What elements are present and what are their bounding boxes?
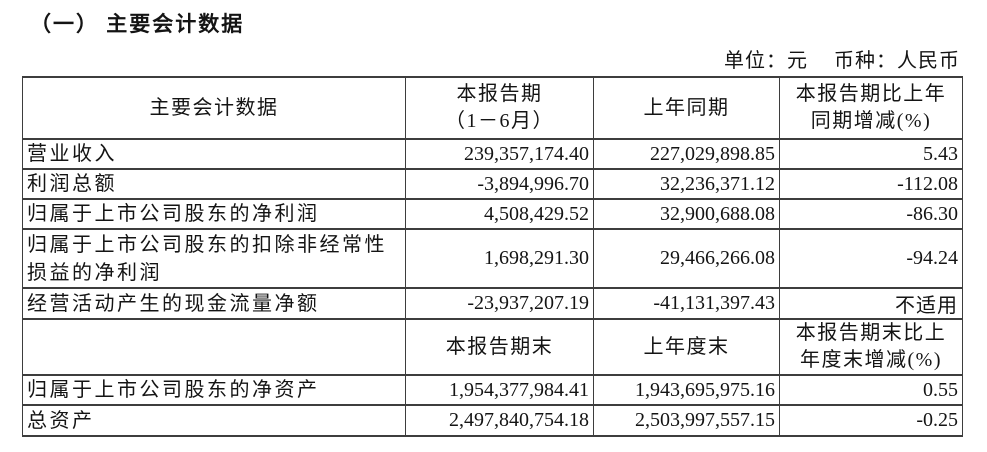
table-row-operating-cash-flow: 经营活动产生的现金流量净额 -23,937,207.19 -41,131,397… (22, 287, 963, 320)
table-row-net-profit-deducted: 归属于上市公司股东的扣除非经常性损益的净利润 1,698,291.30 29,4… (22, 228, 963, 289)
change-value-cell: 0.55 (779, 374, 963, 406)
header-period-change-cell: 本报告期比上年 同期增减(%) (779, 76, 963, 140)
unit-note: 单位：元 币种：人民币 (22, 44, 960, 73)
table-row-revenue: 营业收入 239,357,174.40 227,029,898.85 5.43 (22, 138, 963, 170)
change-value-cell: 5.43 (779, 138, 963, 170)
header-period-end-cell: 本报告期末 (405, 318, 594, 376)
table-row-total-assets: 总资产 2,497,840,754.18 2,503,997,557.15 -0… (22, 404, 963, 437)
section-title: （一） 主要会计数据 (30, 12, 245, 36)
table-row-net-assets: 归属于上市公司股东的净资产 1,954,377,984.41 1,943,695… (22, 374, 963, 406)
change-value-cell: -86.30 (779, 198, 963, 230)
metric-label-cell: 营业收入 (22, 138, 406, 170)
header-empty-cell (22, 318, 406, 376)
header-metric-cell: 主要会计数据 (22, 76, 406, 140)
metric-label-cell: 归属于上市公司股东的净资产 (22, 374, 406, 406)
current-value-cell: -23,937,207.19 (405, 287, 594, 320)
change-value-cell: -112.08 (779, 168, 963, 200)
header-current-period-cell: 本报告期 （1－6月） (405, 76, 594, 140)
metric-label-cell: 经营活动产生的现金流量净额 (22, 287, 406, 320)
currency-label: 币种：人民币 (834, 50, 960, 72)
current-value-cell: 239,357,174.40 (405, 138, 594, 170)
header-current-period-line2: （1－6月） (445, 110, 554, 132)
header-prior-year-end-cell: 上年度末 (593, 318, 780, 376)
header-period-change-line2: 同期增减(%) (810, 110, 932, 132)
prior-value-cell: 2,503,997,557.15 (593, 404, 780, 437)
metric-label-cell: 利润总额 (22, 168, 406, 200)
current-value-cell: 1,698,291.30 (405, 228, 594, 289)
change-value-cell: 不适用 (779, 287, 963, 320)
header-period-change-line1: 本报告期比上年 (795, 83, 947, 105)
table-row-net-profit: 归属于上市公司股东的净利润 4,508,429.52 32,900,688.08… (22, 198, 963, 230)
table-header-row-balance: 本报告期末 上年度末 本报告期末比上 年度末增减(%) (22, 318, 963, 376)
table-header-row-period: 主要会计数据 本报告期 （1－6月） 上年同期 本报告期比上年 同期增减(%) (22, 76, 963, 140)
change-value-cell: -94.24 (779, 228, 963, 289)
header-prior-period-cell: 上年同期 (593, 76, 780, 140)
prior-value-cell: 1,943,695,975.16 (593, 374, 780, 406)
current-value-cell: 4,508,429.52 (405, 198, 594, 230)
prior-value-cell: 32,900,688.08 (593, 198, 780, 230)
metric-label-cell: 总资产 (22, 404, 406, 437)
accounting-data-table: 主要会计数据 本报告期 （1－6月） 上年同期 本报告期比上年 同期增减(%) … (22, 76, 963, 437)
prior-value-cell: -41,131,397.43 (593, 287, 780, 320)
header-current-period-line1: 本报告期 (456, 83, 543, 105)
change-value-cell: -0.25 (779, 404, 963, 437)
table-row-total-profit: 利润总额 -3,894,996.70 32,236,371.12 -112.08 (22, 168, 963, 200)
unit-label: 单位：元 (724, 50, 808, 72)
current-value-cell: 1,954,377,984.41 (405, 374, 594, 406)
metric-label-cell: 归属于上市公司股东的净利润 (22, 198, 406, 230)
header-balance-change-cell: 本报告期末比上 年度末增减(%) (779, 318, 963, 376)
header-balance-change-line1: 本报告期末比上 (795, 322, 947, 344)
metric-label-cell: 归属于上市公司股东的扣除非经常性损益的净利润 (22, 228, 406, 289)
prior-value-cell: 227,029,898.85 (593, 138, 780, 170)
prior-value-cell: 32,236,371.12 (593, 168, 780, 200)
current-value-cell: 2,497,840,754.18 (405, 404, 594, 437)
current-value-cell: -3,894,996.70 (405, 168, 594, 200)
header-balance-change-line2: 年度末增减(%) (800, 349, 942, 371)
prior-value-cell: 29,466,266.08 (593, 228, 780, 289)
